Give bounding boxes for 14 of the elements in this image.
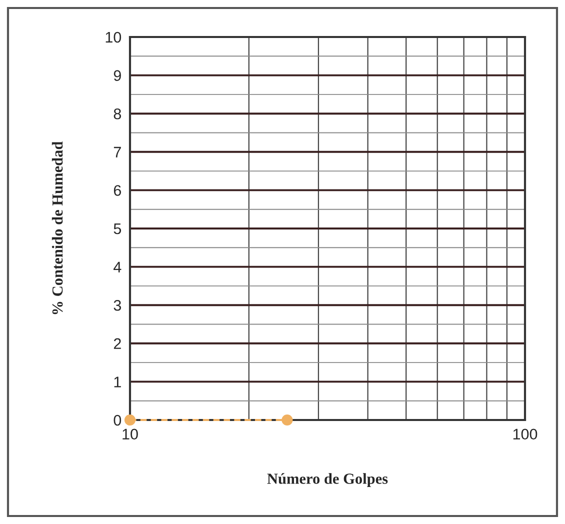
y-tick-label: 0	[114, 414, 122, 426]
y-axis-title: % Contenido de Humedad	[52, 141, 63, 314]
y-tick-label: 2	[114, 338, 121, 349]
x-axis-title: Número de Golpes	[267, 473, 388, 487]
y-tick-label: 4	[114, 262, 122, 272]
y-tick-label: 10	[106, 32, 122, 43]
y-tick-label: 7	[114, 146, 121, 158]
y-tick-label: 9	[114, 70, 121, 81]
y-tick-label: 5	[114, 224, 122, 234]
x-tick-label: 100	[513, 428, 538, 440]
y-tick-label: 8	[114, 108, 122, 120]
y-tick-label: 1	[114, 376, 121, 388]
y-tick-label: 6	[114, 185, 121, 196]
y-tick-label: 3	[114, 300, 121, 311]
